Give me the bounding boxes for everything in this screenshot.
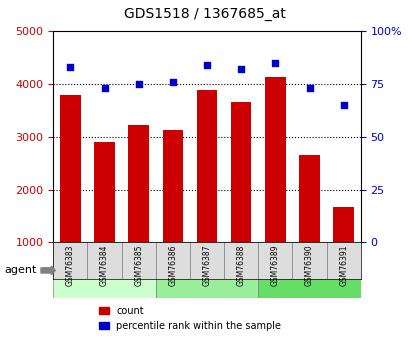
Text: heregulin: heregulin (189, 266, 225, 275)
Bar (299, 155, 319, 242)
Text: GSM76386: GSM76386 (168, 244, 177, 286)
Bar (162, 130, 183, 242)
Bar (265, 77, 285, 242)
Text: GSM76385: GSM76385 (134, 244, 143, 286)
Text: GDS1518 / 1367685_at: GDS1518 / 1367685_at (124, 7, 285, 21)
Point (135, 81, 142, 87)
Text: conditioned medium from
BSN cells: conditioned medium from BSN cells (55, 261, 154, 280)
FancyBboxPatch shape (53, 242, 155, 298)
Bar (60, 96, 81, 242)
Point (237, 66, 244, 72)
Point (169, 79, 176, 85)
Text: GSM76388: GSM76388 (236, 244, 245, 286)
Text: agent: agent (4, 265, 36, 275)
Bar (333, 207, 353, 242)
Text: GSM76391: GSM76391 (338, 244, 347, 286)
Point (272, 60, 278, 66)
Point (203, 62, 210, 68)
FancyBboxPatch shape (53, 242, 87, 279)
Legend: count, percentile rank within the sample: count, percentile rank within the sample (95, 302, 285, 335)
FancyBboxPatch shape (224, 242, 258, 279)
FancyBboxPatch shape (258, 242, 360, 298)
Bar (230, 102, 251, 242)
FancyBboxPatch shape (121, 242, 155, 279)
Point (306, 85, 312, 91)
Bar (94, 142, 115, 242)
FancyBboxPatch shape (326, 242, 360, 279)
Bar (196, 90, 217, 242)
Point (339, 102, 346, 108)
Point (101, 85, 108, 91)
Text: GSM76384: GSM76384 (100, 244, 109, 286)
Point (67, 64, 74, 70)
FancyBboxPatch shape (258, 242, 292, 279)
Text: pleiotrophin: pleiotrophin (285, 266, 332, 275)
FancyBboxPatch shape (292, 242, 326, 279)
Text: GSM76387: GSM76387 (202, 244, 211, 286)
FancyBboxPatch shape (189, 242, 224, 279)
FancyBboxPatch shape (155, 242, 258, 298)
Bar (128, 125, 148, 242)
FancyBboxPatch shape (87, 242, 121, 279)
FancyBboxPatch shape (155, 242, 189, 279)
Text: GSM76390: GSM76390 (304, 244, 313, 286)
Text: GSM76389: GSM76389 (270, 244, 279, 286)
Text: GSM76383: GSM76383 (66, 244, 75, 286)
